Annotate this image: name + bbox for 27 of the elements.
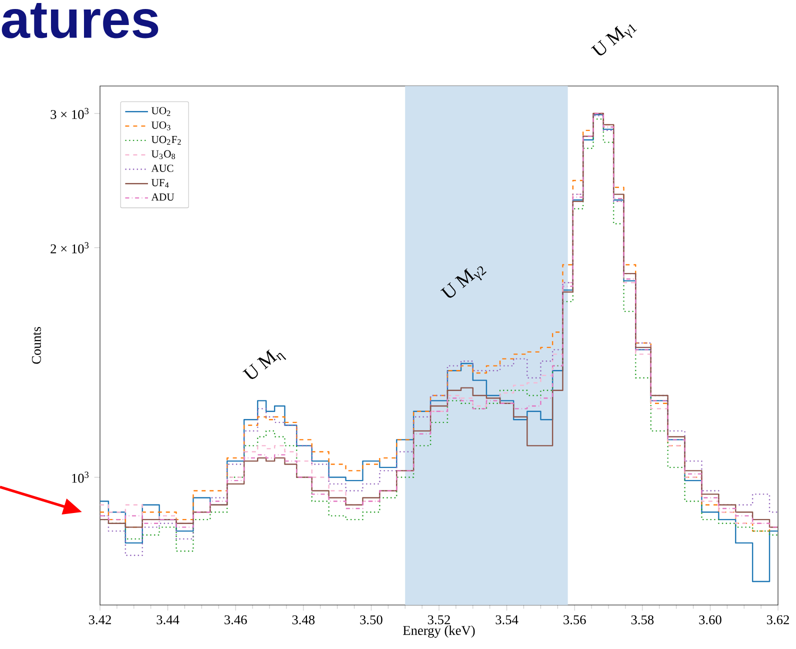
y-tick-label: 2 × 10$^{3}$: [50, 242, 89, 254]
legend-label: UO$_{3}$: [151, 122, 170, 130]
legend-label: AUC: [151, 164, 174, 172]
x-tick-label: 3.42: [88, 615, 111, 624]
x-tick-label: 3.60: [699, 615, 722, 624]
x-tick-label: 3.56: [564, 615, 586, 624]
x-tick-label: 3.58: [631, 615, 654, 624]
chart-title: atures: [2, 2, 158, 38]
x-tick-label: 3.48: [292, 615, 315, 624]
y-tick-label: 10$^{3}$: [72, 472, 89, 483]
x-tick-label: 3.44: [156, 615, 180, 624]
legend-label: UO$_{2}$: [151, 107, 170, 116]
x-axis-title: Energy (keV): [403, 626, 475, 638]
annotation: U M$_{γ2}$: [440, 266, 487, 298]
annotation: U M$_{η}$: [242, 350, 286, 379]
legend-label: U$_{3}$O$_{8}$: [151, 150, 176, 160]
x-tick-label: 3.50: [360, 615, 382, 624]
legend-label: UF$_{4}$: [151, 179, 169, 188]
text: U M$_{γ1}$: [590, 24, 637, 56]
y-tick-label: 3 × 10$^{3}$: [50, 108, 89, 120]
legend-label: ADU: [151, 193, 174, 201]
legend-label: UO$_{2}$F$_{2}$: [151, 136, 181, 145]
x-tick-label: 3.46: [224, 615, 247, 624]
x-tick-label: 3.62: [766, 615, 789, 624]
x-tick-label: 3.54: [496, 615, 518, 624]
y-axis-title: Counts: [32, 327, 41, 364]
x-tick-label: 3.52: [428, 615, 450, 624]
